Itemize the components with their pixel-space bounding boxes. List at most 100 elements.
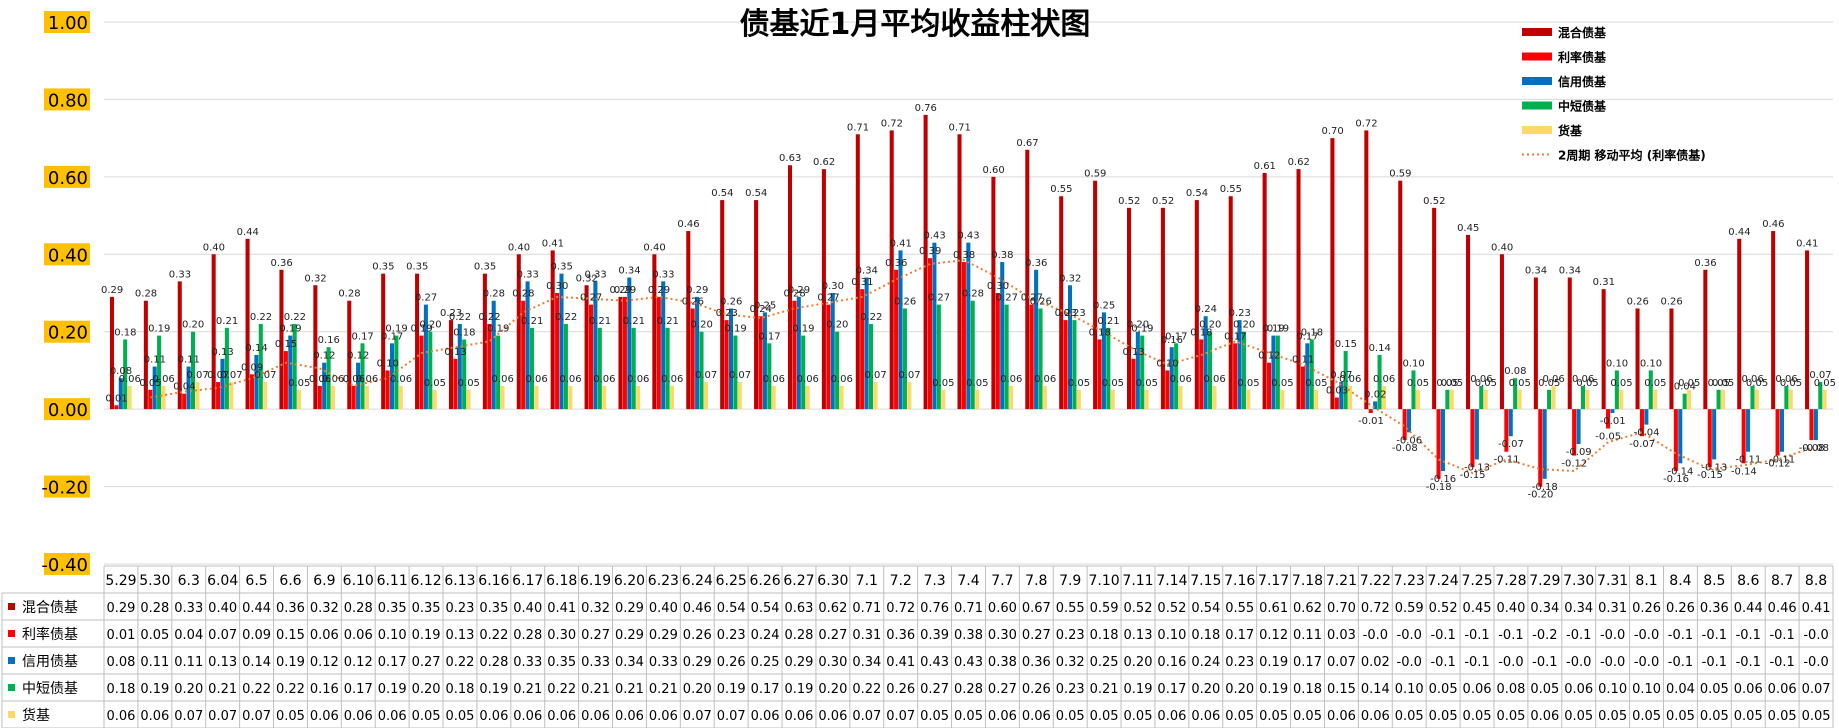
table-cell: -0.1: [1702, 655, 1727, 670]
bar: [690, 308, 695, 410]
table-cell: 0.06: [344, 628, 373, 643]
data-label: 0.34: [856, 266, 878, 277]
table-cell: 0.12: [310, 655, 339, 670]
table-cell: -0.1: [1668, 655, 1693, 670]
table-cell: 0.07: [1802, 682, 1831, 697]
bar: [652, 254, 657, 410]
data-label: -0.11: [1769, 455, 1795, 466]
bar: [1619, 389, 1624, 410]
table-cell: 0.05: [1395, 709, 1424, 724]
y-tick-label: -0.40: [41, 555, 88, 576]
x-tick-label: 6.13: [444, 573, 475, 589]
bar: [1034, 269, 1039, 410]
data-label: 0.40: [203, 242, 225, 253]
bar: [1131, 358, 1136, 410]
table-cell: 0.06: [1022, 709, 1051, 724]
data-label: -0.18: [1532, 482, 1558, 493]
bar: [1653, 389, 1658, 410]
y-tick-label: 0.00: [48, 400, 88, 421]
bar: [1004, 304, 1009, 410]
y-tick-label: 0.40: [48, 245, 88, 266]
x-tick-label: 7.21: [1326, 573, 1357, 589]
table-cell: 0.09: [242, 628, 271, 643]
table-cell: 0.08: [106, 655, 135, 670]
table-legend-key: [8, 711, 15, 718]
x-tick-label: 6.11: [377, 573, 408, 589]
table-cell: 0.05: [1700, 682, 1729, 697]
table-cell: 0.36: [1022, 655, 1051, 670]
bar: [1174, 343, 1179, 410]
data-label: 0.20: [1127, 320, 1149, 331]
data-label: -0.09: [1566, 447, 1592, 458]
bar: [1076, 389, 1081, 410]
bar: [448, 320, 453, 410]
bar: [356, 362, 361, 410]
table-cell: 0.28: [344, 601, 373, 616]
data-label: 0.23: [440, 308, 462, 319]
x-tick-label: 6.3: [178, 573, 200, 589]
table-cell: 0.41: [1802, 601, 1831, 616]
table-cell: 0.05: [445, 709, 474, 724]
table-cell: 0.62: [1293, 601, 1322, 616]
table-cell: 0.62: [818, 601, 847, 616]
data-label: 0.35: [474, 262, 496, 273]
table-cell: 0.07: [208, 628, 237, 643]
table-cell: 0.21: [615, 682, 644, 697]
bar: [1246, 389, 1251, 410]
data-label: 0.19: [385, 324, 407, 335]
table-cell: 0.29: [683, 655, 712, 670]
x-tick-label: 8.4: [1669, 573, 1691, 589]
bar: [245, 238, 250, 410]
table-cell: 0.17: [1157, 682, 1186, 697]
data-label: 0.21: [216, 316, 238, 327]
data-label: 0.72: [881, 118, 903, 129]
data-label: 0.06: [1170, 374, 1192, 385]
x-tick-label: 7.22: [1360, 573, 1391, 589]
x-tick-label: 7.17: [1258, 573, 1289, 589]
legend-label: 中短债基: [1558, 99, 1607, 114]
table-cell: 0.19: [412, 628, 441, 643]
data-label: 0.05: [1436, 378, 1458, 389]
table-cell: 0.34: [615, 655, 644, 670]
data-label: 0.05: [1708, 378, 1730, 389]
table-cell: 0.19: [1259, 655, 1288, 670]
bar: [1687, 389, 1692, 410]
table-cell: 0.52: [1429, 601, 1458, 616]
bar: [602, 385, 607, 410]
bar: [1580, 385, 1585, 410]
table-cell: 0.33: [513, 655, 542, 670]
bar: [622, 296, 627, 410]
table-cell: 0.19: [785, 682, 814, 697]
data-label: 0.35: [372, 262, 394, 273]
bar: [288, 335, 293, 410]
data-label: 0.22: [284, 312, 306, 323]
bar: [1572, 409, 1577, 456]
data-label: 0.05: [1441, 378, 1463, 389]
table-cell: 0.05: [1632, 709, 1661, 724]
table-cell: -0.1: [1498, 628, 1523, 643]
bars: [109, 114, 1827, 487]
table-cell: 0.07: [1327, 655, 1356, 670]
bar: [1009, 385, 1014, 410]
table-cell: 0.19: [276, 655, 305, 670]
x-tick-label: 6.20: [614, 573, 645, 589]
table-cell: 0.31: [1598, 601, 1627, 616]
bar: [1203, 316, 1208, 410]
data-label: 0.21: [623, 316, 645, 327]
bar: [216, 382, 221, 410]
bar: [1208, 331, 1213, 410]
bar: [970, 300, 975, 410]
x-tick-label: 6.24: [682, 573, 713, 589]
x-tick-label: 7.2: [890, 573, 912, 589]
bar: [161, 385, 166, 410]
bar: [961, 262, 966, 410]
data-label: 0.38: [953, 250, 975, 261]
data-label: -0.15: [1697, 470, 1723, 481]
table-cell: 0.59: [1090, 601, 1119, 616]
bar: [428, 331, 433, 410]
bar: [597, 327, 602, 410]
table-cell: 0.17: [751, 682, 780, 697]
bar: [754, 200, 759, 410]
data-label: 0.23: [1063, 308, 1085, 319]
data-label: -0.07: [1629, 439, 1655, 450]
